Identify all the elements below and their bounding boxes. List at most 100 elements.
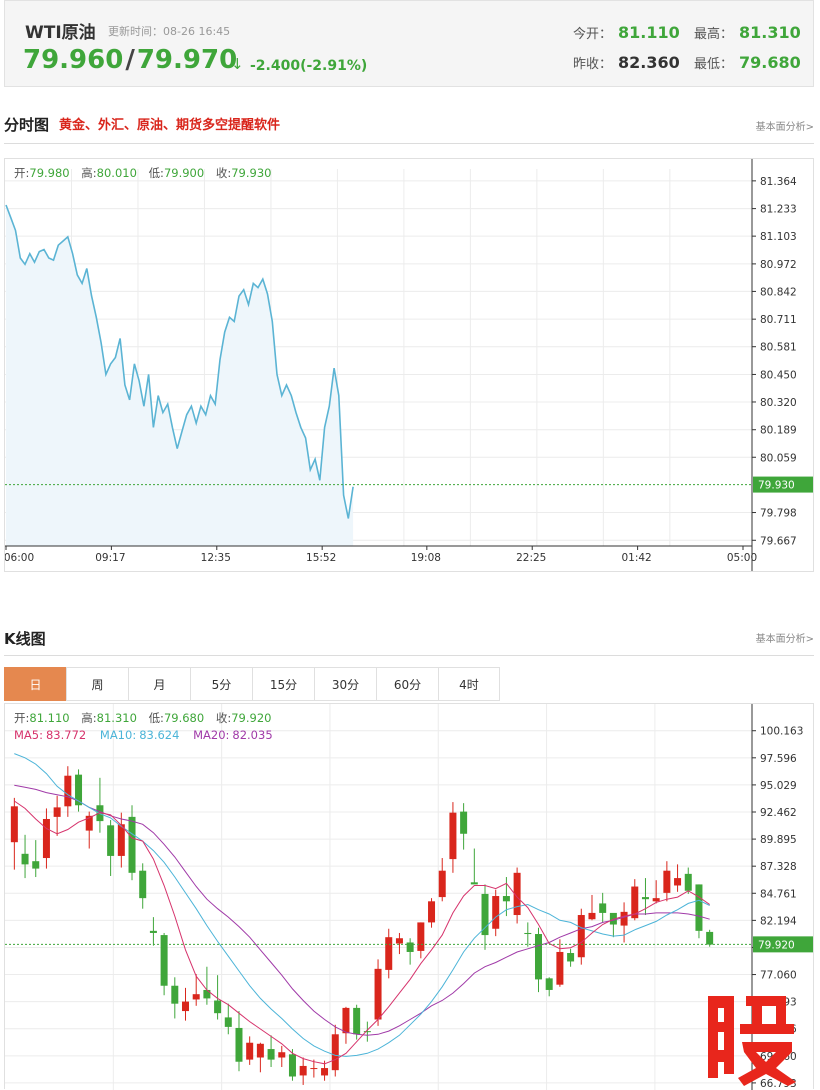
candle-body — [374, 968, 382, 1020]
x-tick-label: 09:17 — [95, 552, 125, 564]
candle — [395, 932, 403, 955]
candle-body — [342, 1007, 350, 1034]
promo-link[interactable]: 黄金、外汇、原油、期货多空提醒软件 — [59, 118, 281, 133]
candle — [235, 1011, 243, 1072]
x-tick-label: 12:35 — [201, 552, 231, 564]
ma5-line — [14, 800, 710, 1065]
candle — [75, 769, 83, 812]
down-arrow-icon: ↓ — [231, 55, 244, 73]
candle — [620, 902, 628, 943]
high-stat: 最高： 81.310 — [694, 23, 801, 42]
current-price-label: 79.920 — [758, 939, 795, 951]
candle — [513, 867, 521, 924]
y-tick-label: 77.060 — [760, 970, 797, 982]
candle — [288, 1049, 296, 1081]
candle — [663, 861, 671, 902]
x-tick-label: 22:25 — [516, 552, 546, 564]
candle — [160, 932, 168, 996]
y-tick-label: 84.761 — [760, 888, 797, 900]
y-tick-label: 81.233 — [760, 204, 797, 216]
price-area — [6, 205, 354, 546]
y-tick-label: 80.581 — [760, 342, 797, 354]
candle — [353, 1004, 361, 1040]
candle — [128, 805, 136, 881]
watermark-logo — [708, 996, 796, 1086]
candle-body — [64, 775, 72, 807]
candle-body — [588, 912, 596, 920]
candle-body — [652, 898, 660, 902]
candle — [182, 987, 189, 1021]
price-change: -2.400(-2.91%) — [250, 58, 368, 74]
candle — [342, 1006, 350, 1044]
candle — [374, 959, 382, 1026]
candle-body — [160, 935, 168, 986]
y-tick-label: 100.163 — [760, 726, 803, 738]
candle — [588, 894, 596, 921]
candle-body — [406, 942, 414, 952]
candle — [214, 975, 222, 1020]
candle — [224, 1003, 232, 1035]
candle — [278, 1045, 286, 1068]
fundamental-analysis-link[interactable]: 基本面分析> — [755, 122, 814, 133]
y-tick-label: 92.462 — [760, 807, 797, 819]
current-price-badge — [753, 476, 813, 493]
candle-body — [535, 934, 542, 980]
candle — [117, 812, 125, 868]
tab-60min[interactable]: 60分 — [376, 667, 438, 701]
candle — [481, 884, 489, 950]
intraday-plot — [5, 204, 752, 546]
candle-body — [438, 870, 446, 898]
intraday-chart[interactable]: 开:79.980 高:80.010 低:79.900 收:79.930 81.3… — [4, 158, 814, 572]
candle — [107, 820, 115, 876]
y-tick-label: 89.895 — [760, 834, 797, 846]
kline-chart[interactable]: 开:81.110 高:81.310 低:79.680 收:79.920 MA5:… — [4, 703, 814, 1090]
candle-body — [684, 873, 692, 891]
y-tick-label: 87.328 — [760, 861, 797, 873]
low-stat: 最低： 79.680 — [694, 53, 801, 72]
tab-day[interactable]: 日 — [4, 667, 66, 701]
candle-body — [674, 878, 682, 886]
candle — [331, 1024, 339, 1077]
tab-15min[interactable]: 15分 — [252, 667, 314, 701]
candle-body — [149, 930, 157, 933]
tab-5min[interactable]: 5分 — [190, 667, 252, 701]
bid-ask-price: 79.960/79.970 — [23, 45, 238, 75]
candle-body — [299, 1065, 307, 1076]
candle-body — [331, 1034, 339, 1071]
candle-body — [706, 931, 714, 945]
candle — [556, 939, 564, 987]
candle-body — [256, 1043, 264, 1058]
tab-4hour[interactable]: 4时 — [438, 667, 500, 701]
y-tick-label: 80.711 — [760, 314, 797, 326]
candle-body — [449, 812, 457, 860]
y-tick-label: 97.596 — [760, 753, 797, 765]
candle-body — [42, 818, 50, 859]
candle — [256, 1042, 264, 1073]
update-time: 更新时间：08-26 16:45 — [108, 25, 231, 38]
tab-week[interactable]: 周 — [66, 667, 128, 701]
candle — [171, 977, 179, 1019]
candle — [470, 848, 478, 885]
candle — [567, 948, 575, 967]
candle-body — [524, 932, 532, 935]
y-tick-label: 82.194 — [760, 915, 797, 927]
candle-body — [545, 978, 553, 990]
candle-body — [631, 886, 639, 919]
current-price-label: 79.930 — [758, 480, 795, 492]
candle — [428, 898, 436, 928]
y-tick-label: 79.667 — [760, 535, 797, 547]
candle-body — [288, 1054, 296, 1077]
tab-month[interactable]: 月 — [128, 667, 190, 701]
open-stat: 今开： 81.110 — [573, 23, 680, 42]
bid-price: 79.960 — [23, 45, 124, 75]
tab-30min[interactable]: 30分 — [314, 667, 376, 701]
candle-body — [224, 1017, 232, 1027]
kline-fundamental-analysis-link[interactable]: 基本面分析> — [755, 634, 814, 645]
candle-body — [513, 872, 521, 916]
y-tick-label: 95.029 — [760, 780, 797, 792]
candle — [406, 938, 414, 965]
x-tick-label: 05:00 — [727, 552, 757, 564]
kline-ohlc: 开:81.110 高:81.310 低:79.680 收:79.920 — [14, 711, 271, 725]
candle-body — [10, 806, 18, 843]
x-tick-label: 06:00 — [5, 552, 34, 564]
